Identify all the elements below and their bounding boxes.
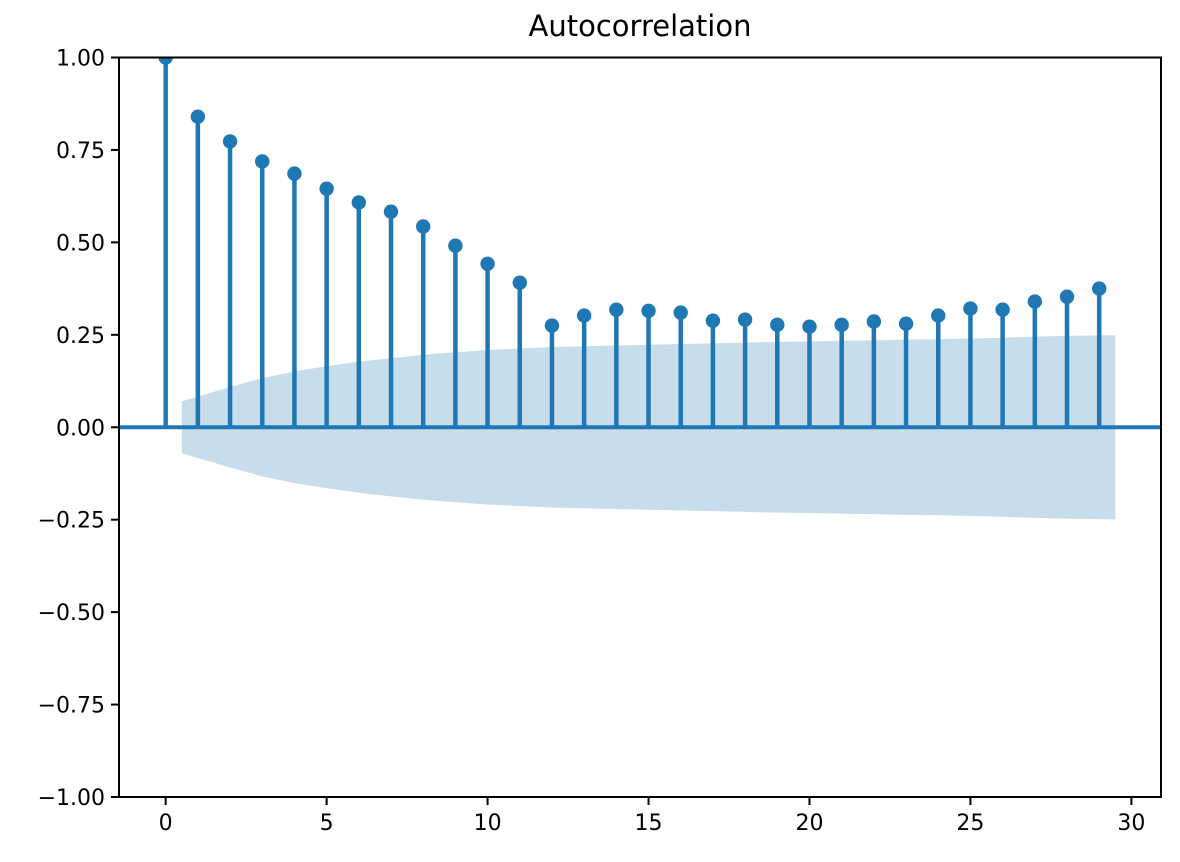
acf-marker [190,109,206,124]
y-axis-tick-label: 0.75 [56,139,105,164]
acf-marker [1091,281,1107,296]
acf-marker [641,303,656,318]
x-axis-tick-label: 15 [635,811,663,836]
acf-marker [158,57,173,65]
acf-marker [1059,289,1075,304]
acf-marker [287,166,302,181]
acf-marker [737,312,753,327]
x-axis-tick-label: 10 [474,811,502,836]
x-axis-tick-label: 30 [1117,811,1145,836]
acf-marker [834,317,849,333]
acf-marker [866,314,882,329]
acf-marker [1027,294,1043,309]
x-axis-tick-label: 20 [795,811,823,836]
acf-marker [770,317,785,333]
acf-marker [576,308,592,323]
acf-marker [512,275,527,290]
acf-marker [222,134,238,149]
acf-marker [802,319,817,334]
acf-marker [448,238,463,253]
acf-marker [963,301,978,316]
acf-marker [319,181,334,196]
x-axis-tick-label: 25 [956,811,984,836]
y-axis-tick-label: 0.00 [56,416,105,441]
acf-marker [255,154,270,169]
acf-marker [995,302,1010,317]
x-axis-tick-label: 5 [320,811,334,836]
y-axis-tick-label: 0.25 [56,324,105,349]
acf-marker [705,313,721,328]
x-axis-tick-label: 0 [159,811,173,836]
chart-title: Autocorrelation [528,9,752,43]
acf-marker [898,316,914,331]
acf-marker [544,318,560,333]
acf-marker [415,219,431,234]
y-axis-tick-label: −1.00 [38,786,105,811]
y-axis-tick-label: 1.00 [56,47,105,72]
stem-series [158,57,1107,428]
acf-marker [931,308,946,323]
acf-marker [351,195,367,210]
y-axis-tick-label: −0.25 [38,509,105,534]
acf-marker [383,204,399,219]
y-axis-tick-label: 0.50 [56,231,105,256]
acf-marker [480,256,495,272]
y-axis-tick-label: −0.75 [38,694,105,719]
acf-marker [609,302,624,317]
y-axis-tick-label: −0.50 [38,601,105,626]
acf-marker [673,305,688,320]
